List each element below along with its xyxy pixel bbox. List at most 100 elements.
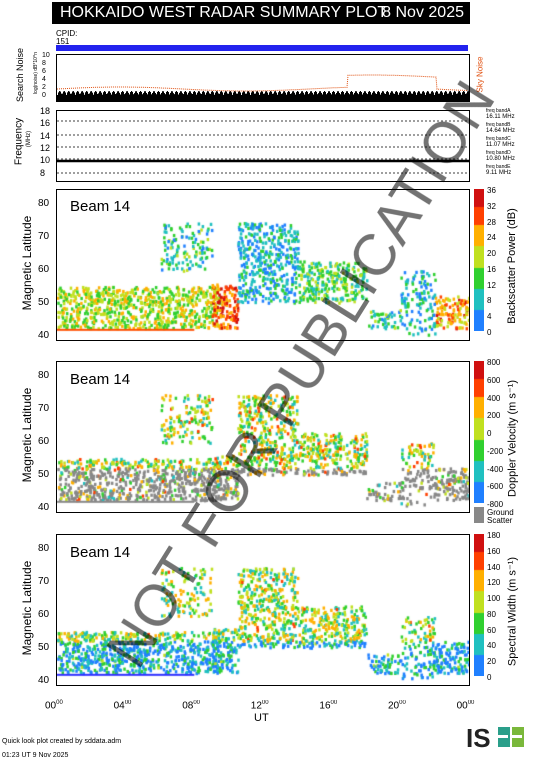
cbar-tick: 400 <box>487 393 501 403</box>
lat-tick: 70 <box>38 403 50 414</box>
cbar-tick: 800 <box>487 358 501 367</box>
noise-tick: 0 <box>42 92 46 99</box>
cbar-tick: -200 <box>487 446 504 456</box>
cbar-tick: 32 <box>487 201 496 211</box>
cpid-value: 151 <box>56 37 70 46</box>
cbar-tick: 80 <box>487 609 496 619</box>
freq-tick: 16 <box>40 118 51 129</box>
freq-band-value: 16.11 MHz <box>486 114 515 120</box>
ylabel-width: Magnetic Latitude <box>20 560 34 656</box>
freq-band-name: freq bandB <box>486 122 511 128</box>
freq-tick: 18 <box>40 106 51 116</box>
footer-credit: Quick look plot created by sddata.adm <box>2 738 122 745</box>
ground-label-2: Scatter <box>487 516 513 525</box>
freq-tick: 8 <box>40 167 46 178</box>
cpid-label: CPID: <box>56 29 78 38</box>
freq-tick: 12 <box>40 142 51 153</box>
cbar-tick: 120 <box>487 578 501 588</box>
beam-label-width: Beam 14 <box>70 544 131 561</box>
lat-tick: 60 <box>38 436 50 447</box>
cbar-tick: 180 <box>487 531 501 540</box>
cbar-tick: 28 <box>487 217 496 227</box>
ylabel-power: Magnetic Latitude <box>20 215 34 311</box>
footer-stamp: 01:23 UT 9 Nov 2025 <box>2 752 69 759</box>
width-heatmap <box>57 535 469 685</box>
cbar-tick: 160 <box>487 546 501 556</box>
cbar-tick: 8 <box>487 296 492 306</box>
cbar-tick: 12 <box>487 280 496 290</box>
cbar-tick: 4 <box>487 312 492 322</box>
freq-band-name: freq bandE <box>486 164 511 170</box>
cpid-bar <box>56 45 468 51</box>
noise-tick: 10 <box>42 52 50 59</box>
velocity-heatmap <box>57 362 469 512</box>
cbar-tick: 20 <box>487 249 496 259</box>
cbar-tick: 0 <box>487 429 492 438</box>
noise-ylabel-sub: log(noise) dB*10^n <box>33 51 39 95</box>
cbar-tick: 100 <box>487 594 501 604</box>
noise-panel <box>56 54 470 102</box>
x-tick: 0800 <box>182 700 200 712</box>
cbar-tick: 36 <box>487 186 496 195</box>
plot-title: HOKKAIDO WEST RADAR SUMMARY PLOT <box>60 4 388 21</box>
cbar-label-width: Spectral Width (m s⁻¹) <box>506 556 519 667</box>
cbar-tick: 200 <box>487 411 501 421</box>
plot-date: 8 Nov 2025 <box>382 4 464 21</box>
noise-tick: 2 <box>42 84 46 91</box>
noise-tick: 6 <box>42 68 46 75</box>
ylabel-velocity: Magnetic Latitude <box>20 387 34 483</box>
x-tick: 1600 <box>319 700 338 712</box>
x-tick: 0000 <box>456 700 475 712</box>
cbar-tick: 16 <box>487 264 496 274</box>
noise-ylabel: Search Noise <box>15 47 25 103</box>
lat-tick: 60 <box>38 609 50 620</box>
cbar-tick: -800 <box>487 500 504 509</box>
freq-tick: 14 <box>40 130 51 141</box>
cbar-label-velocity: Doppler Velocity (m s⁻¹) <box>506 379 519 498</box>
lat-tick: 60 <box>38 264 50 275</box>
lat-tick: 80 <box>38 543 50 554</box>
lat-tick: 50 <box>38 297 50 308</box>
lat-tick: 40 <box>38 330 50 341</box>
cbar-tick: 24 <box>487 233 496 243</box>
x-tick: 0400 <box>113 700 132 712</box>
title-bar: HOKKAIDO WEST RADAR SUMMARY PLOT 8 Nov 2… <box>52 2 470 24</box>
x-tick: 0000 <box>45 700 63 712</box>
freq-band-name: freq bandD <box>486 150 511 156</box>
lat-tick: 50 <box>38 642 50 653</box>
cbar-tick: -600 <box>487 482 504 492</box>
cbar-tick: 20 <box>487 657 496 667</box>
frequency-plot <box>57 120 469 174</box>
lat-tick: 80 <box>38 198 50 209</box>
freq-band-name: freq bandA <box>486 108 511 114</box>
noise-plot <box>57 74 469 101</box>
beam-label-velocity: Beam 14 <box>70 371 131 388</box>
freq-band-name: freq bandC <box>486 136 511 142</box>
freq-band-value: 14.64 MHz <box>486 128 516 134</box>
freq-unit: (MHz) <box>26 130 32 148</box>
cbar-tick: 40 <box>487 641 496 651</box>
x-tick: 2000 <box>388 700 406 712</box>
cbar-label-power: Backscatter Power (dB) <box>506 208 518 324</box>
cbar-tick: 600 <box>487 375 501 385</box>
x-axis-label: UT <box>254 712 269 724</box>
cbar-tick: 60 <box>487 625 496 635</box>
velocity-colorbar <box>474 361 484 503</box>
lat-tick: 80 <box>38 370 50 381</box>
lat-tick: 40 <box>38 675 50 686</box>
power-panel <box>56 189 470 341</box>
width-colorbar <box>474 534 484 676</box>
isee-logo: IS <box>464 722 528 753</box>
svg-text:IS: IS <box>466 723 491 752</box>
power-colorbar <box>474 189 484 331</box>
ground-label-1: Ground <box>487 508 514 517</box>
cbar-tick: 0 <box>487 673 492 682</box>
lat-tick: 40 <box>38 502 50 513</box>
cbar-tick: -400 <box>487 464 504 474</box>
cbar-tick: 140 <box>487 562 501 572</box>
freq-band-value: 9.11 MHz <box>486 170 512 176</box>
lat-tick: 70 <box>38 576 50 587</box>
frequency-panel <box>56 110 470 182</box>
noise-tick: 8 <box>42 60 46 67</box>
ground-scatter-swatch <box>474 507 484 523</box>
